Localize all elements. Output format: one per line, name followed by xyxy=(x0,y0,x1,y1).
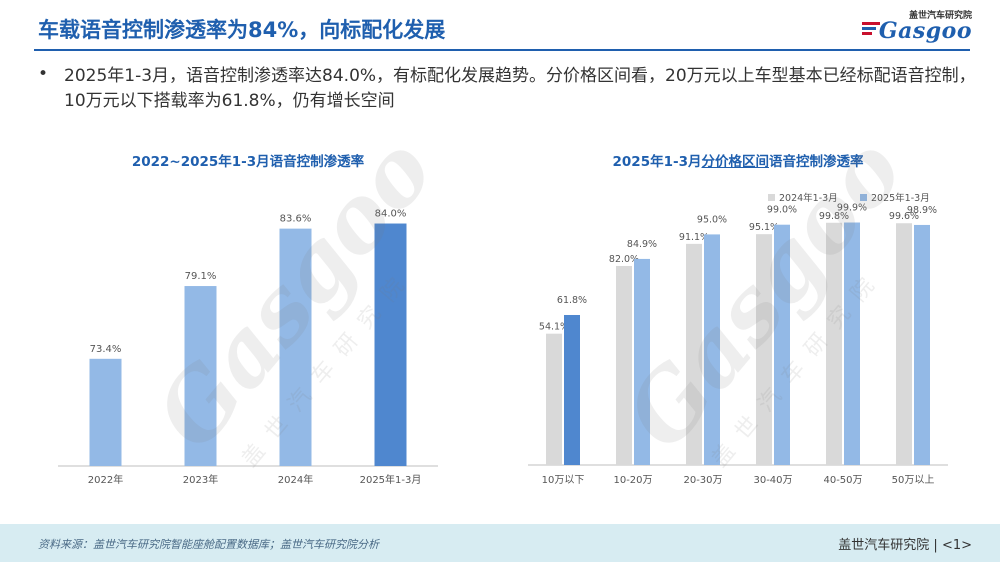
x-tick-label: 2024年 xyxy=(278,473,313,486)
data-label: 91.1% xyxy=(679,232,709,243)
bar xyxy=(184,286,217,466)
right-chart-title-suffix: 语音控制渗透率 xyxy=(768,154,864,170)
x-tick-label: 2025年1-3月 xyxy=(360,473,422,486)
data-label: 82.0% xyxy=(609,254,639,265)
right-chart-title-underlined: 分价格区间 xyxy=(701,154,769,170)
bar xyxy=(844,222,860,465)
data-label: 98.9% xyxy=(907,205,937,216)
left-chart-title-text: 2022~2025年1-3月语音控制渗透率 xyxy=(131,154,365,170)
bar xyxy=(279,228,312,466)
data-label: 79.1% xyxy=(185,271,217,282)
bar xyxy=(756,234,772,465)
data-label: 99.8% xyxy=(819,211,849,222)
bar xyxy=(374,223,407,466)
bar xyxy=(704,234,720,465)
summary-text: 2025年1-3月，语音控制渗透率达84.0%，有标配化发展趋势。分价格区间看，… xyxy=(64,66,976,111)
data-label: 83.6% xyxy=(280,214,312,225)
bar xyxy=(634,258,650,465)
bar xyxy=(774,224,790,465)
logo-chinese-text: 盖世汽车研究院 xyxy=(908,11,972,21)
data-label: 54.1% xyxy=(539,322,569,333)
brand-logo: 盖世汽车研究院 Gasgoo xyxy=(862,8,972,46)
bar xyxy=(686,243,702,465)
right-chart-title-prefix: 2025年1-3月 xyxy=(612,154,702,170)
title-divider xyxy=(34,49,970,51)
right-chart-title: 2025年1-3月分价格区间语音控制渗透率 xyxy=(548,150,928,170)
legend-swatch xyxy=(768,194,775,201)
data-label: 84.9% xyxy=(627,239,657,250)
x-tick-label: 2023年 xyxy=(183,473,218,486)
bar xyxy=(89,358,122,466)
footer-brand: 盖世汽车研究院 | <1> xyxy=(838,538,972,553)
data-label: 95.0% xyxy=(697,214,727,225)
footer-source: 资料来源：盖世汽车研究院智能座舱配置数据库；盖世汽车研究院分析 xyxy=(38,538,379,551)
data-label: 95.1% xyxy=(749,222,779,233)
data-label: 73.4% xyxy=(90,344,122,355)
logo-english-text: Gasgoo xyxy=(878,18,972,44)
logo-flag-icon xyxy=(862,22,880,35)
bar xyxy=(826,222,842,465)
bar xyxy=(914,224,930,465)
bar xyxy=(564,314,580,465)
x-tick-label: 40-50万 xyxy=(823,475,862,486)
legend-swatch xyxy=(860,194,867,201)
data-label: 99.0% xyxy=(767,205,797,216)
bullet-marker: • xyxy=(38,64,49,84)
bar xyxy=(616,265,632,465)
footer-bar xyxy=(0,524,1000,562)
x-tick-label: 20-30万 xyxy=(683,475,722,486)
x-tick-label: 10万以下 xyxy=(542,475,585,486)
x-tick-label: 50万以上 xyxy=(892,474,935,486)
page-title: 车载语音控制渗透率为84%，向标配化发展 xyxy=(38,18,446,42)
data-label: 99.6% xyxy=(889,211,919,222)
right-grouped-bar-chart: 2024年1-3月 2025年1-3月 54.1% 61.8% 10万以下 82.0% 84… xyxy=(528,192,948,486)
legend-label: 2025年1-3月 xyxy=(871,192,930,204)
data-label: 99.9% xyxy=(837,203,867,214)
x-tick-label: 2022年 xyxy=(88,473,123,486)
left-chart-title: 2022~2025年1-3月语音控制渗透率 xyxy=(58,150,438,170)
bar xyxy=(546,333,562,465)
bar xyxy=(896,223,912,465)
data-label: 84.0% xyxy=(375,209,407,220)
x-tick-label: 30-40万 xyxy=(753,475,792,486)
legend-label: 2024年1-3月 xyxy=(779,192,838,204)
x-tick-label: 10-20万 xyxy=(613,475,652,486)
left-bar-chart: 73.4% 2022年 79.1% 2023年 83.6% 2024年 84.0% 2025年… xyxy=(58,209,438,486)
data-label: 61.8% xyxy=(557,295,587,306)
